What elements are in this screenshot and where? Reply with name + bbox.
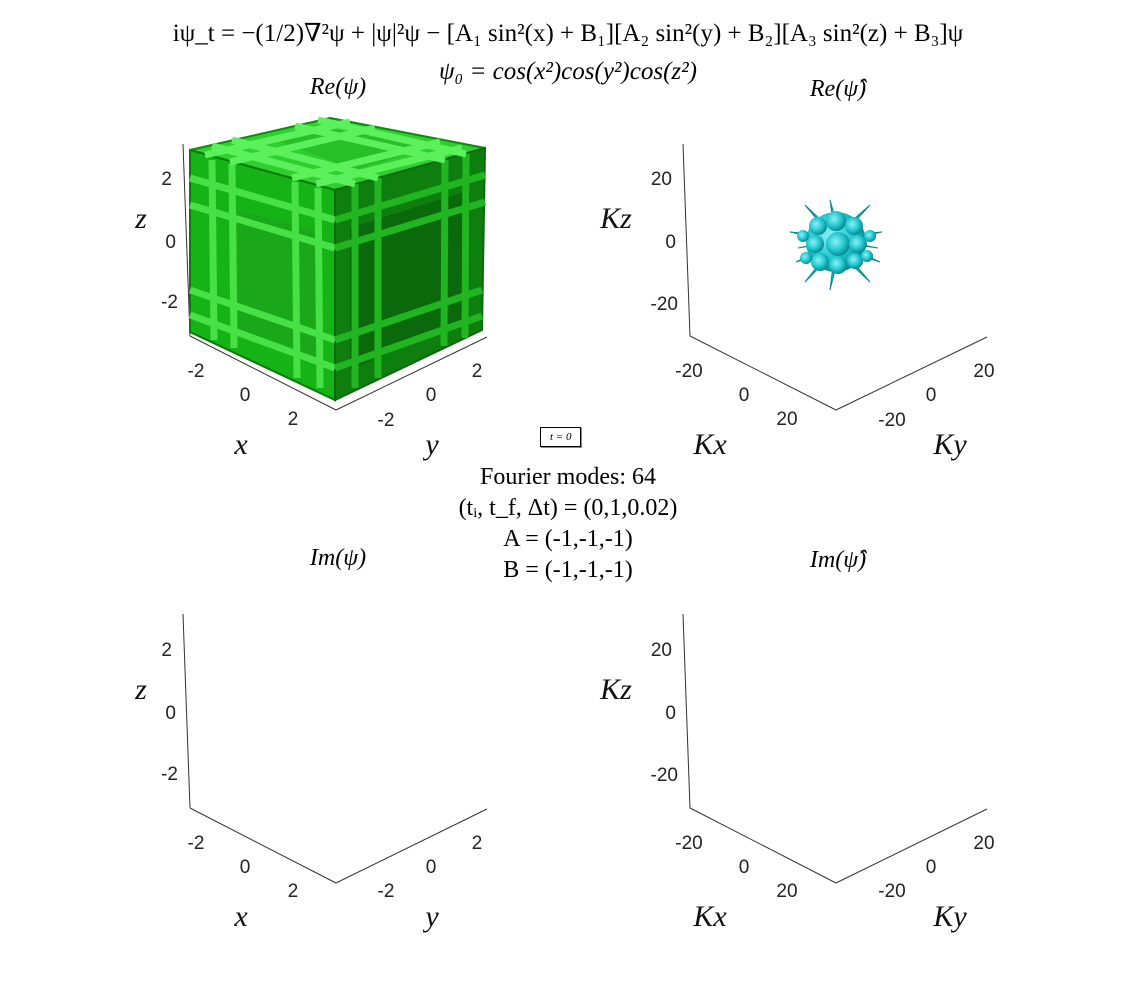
ky-tick-label: -20 xyxy=(878,881,905,902)
plot-title-re-psi: Re(ψ) xyxy=(309,74,367,100)
x-tick-label: -2 xyxy=(188,833,205,854)
z-tick-label: 0 xyxy=(165,232,176,253)
y-tick-label: 2 xyxy=(472,833,483,854)
z-axis-line xyxy=(182,613,191,809)
re-psi-isosurface xyxy=(188,116,487,402)
x-axis-line xyxy=(189,807,337,884)
plot-title-re-psi-hat: Re(ψ̂) xyxy=(809,76,867,102)
time-indicator: t = 0 xyxy=(540,427,582,447)
plot-im-psi: 2 0 -2 -2 0 2 -2 0 2 z x y xyxy=(134,613,488,933)
kx-axis-line xyxy=(689,335,837,411)
pde-equation: iψ_t = −(1/2)∇²ψ + |ψ|²ψ − [A₁ sin²(x) +… xyxy=(172,20,964,47)
plot-title-im-psi: Im(ψ) xyxy=(309,545,367,571)
x-axis-label: x xyxy=(233,900,248,933)
y-axis-label: y xyxy=(422,900,439,933)
kz-tick-label: 20 xyxy=(651,640,672,661)
info-B: B = (-1,-1,-1) xyxy=(503,557,633,583)
re-psi-hat-isosurface xyxy=(789,199,883,291)
kz-tick-label: 0 xyxy=(665,232,676,253)
kz-axis-label: Kz xyxy=(599,673,632,706)
y-tick-label: -2 xyxy=(378,410,395,431)
z-axis-line xyxy=(182,143,191,337)
ky-tick-label: 0 xyxy=(926,385,937,406)
x-axis-line xyxy=(189,335,337,411)
x-tick-label: 2 xyxy=(288,881,299,902)
x-tick-label: 0 xyxy=(240,385,251,406)
y-tick-label: 0 xyxy=(426,385,437,406)
y-axis-line xyxy=(335,336,488,411)
y-tick-label: 0 xyxy=(426,857,437,878)
z-tick-label: 2 xyxy=(161,169,172,190)
kz-axis-line xyxy=(682,613,691,809)
info-A: A = (-1,-1,-1) xyxy=(503,526,633,552)
ky-axis-line xyxy=(835,336,988,411)
plot-re-psi-hat: 20 0 -20 -20 0 20 -20 0 20 Kz Kx Ky xyxy=(599,143,995,461)
info-time-range: (tᵢ, t_f, Δt) = (0,1,0.02) xyxy=(458,495,678,521)
kx-tick-label: 20 xyxy=(776,881,797,902)
x-axis-label: x xyxy=(233,428,248,461)
kx-tick-label: -20 xyxy=(675,833,702,854)
ky-tick-label: 20 xyxy=(973,833,994,854)
z-axis-label: z xyxy=(134,673,147,706)
z-tick-label: 2 xyxy=(161,640,172,661)
kx-tick-label: 0 xyxy=(739,385,750,406)
ky-tick-label: -20 xyxy=(878,410,905,431)
ky-axis-label: Ky xyxy=(932,428,967,461)
y-axis-label: y xyxy=(422,428,439,461)
kx-axis-label: Kx xyxy=(692,900,727,933)
x-tick-label: -2 xyxy=(188,361,205,382)
kz-tick-label: -20 xyxy=(651,765,678,786)
kz-tick-label: 0 xyxy=(665,703,676,724)
ky-tick-label: 20 xyxy=(973,361,994,382)
kz-axis-label: Kz xyxy=(599,202,632,235)
kz-tick-label: -20 xyxy=(651,294,678,315)
kx-tick-label: 20 xyxy=(776,409,797,430)
ky-tick-label: 0 xyxy=(926,857,937,878)
plot-title-im-psi-hat: Im(ψ̂) xyxy=(809,547,867,573)
ky-axis-label: Ky xyxy=(932,900,967,933)
x-tick-label: 0 xyxy=(240,857,251,878)
y-tick-label: -2 xyxy=(378,881,395,902)
z-tick-label: 0 xyxy=(165,703,176,724)
plot-re-psi: 2 0 -2 -2 0 2 -2 0 2 z x y xyxy=(134,116,488,461)
plot-im-psi-hat: 20 0 -20 -20 0 20 -20 0 20 Kz Kx Ky xyxy=(599,613,995,933)
z-tick-label: -2 xyxy=(161,764,178,785)
ky-axis-line xyxy=(835,808,988,884)
info-fourier-modes: Fourier modes: 64 xyxy=(480,464,656,490)
z-axis-label: z xyxy=(134,202,147,235)
initial-condition: ψ₀ = cos(x²)cos(y²)cos(z²) xyxy=(439,58,697,85)
kx-tick-label: -20 xyxy=(675,361,702,382)
x-tick-label: 2 xyxy=(288,409,299,430)
y-tick-label: 2 xyxy=(472,361,483,382)
z-tick-label: -2 xyxy=(161,292,178,313)
kx-axis-label: Kx xyxy=(692,428,727,461)
kx-tick-label: 0 xyxy=(739,857,750,878)
kz-tick-label: 20 xyxy=(651,169,672,190)
kz-axis-line xyxy=(682,143,691,337)
kx-axis-line xyxy=(689,807,837,884)
y-axis-line xyxy=(335,808,488,884)
